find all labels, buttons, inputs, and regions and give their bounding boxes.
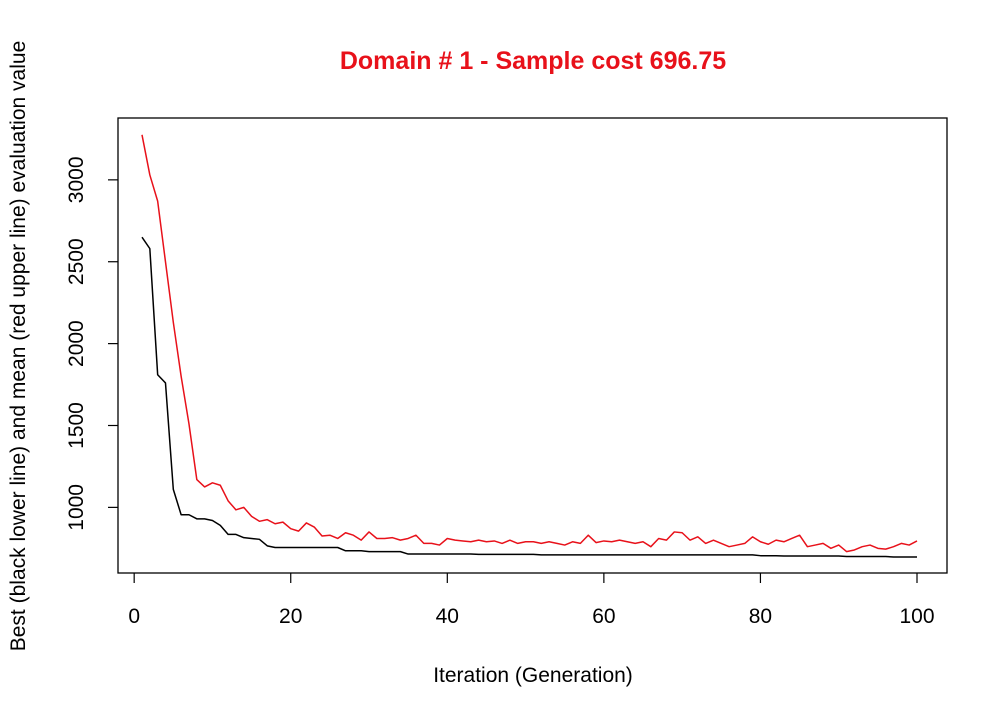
x-tick-label: 80 xyxy=(749,605,772,628)
chart-title: Domain # 1 - Sample cost 696.75 xyxy=(340,47,726,75)
best-series-line xyxy=(141,236,917,558)
x-tick-label: 60 xyxy=(592,605,615,628)
mean-series-line xyxy=(141,134,918,553)
x-tick-label: 40 xyxy=(436,605,459,628)
x-tick-label: 0 xyxy=(128,605,140,628)
x-tick-label: 20 xyxy=(279,605,302,628)
y-tick-label: 2500 xyxy=(65,238,88,285)
y-tick-label: 3000 xyxy=(65,156,88,203)
plot-frame xyxy=(117,117,948,574)
x-axis-label: Iteration (Generation) xyxy=(433,664,633,687)
y-axis: 1000 1500 2000 2500 3000 xyxy=(65,156,118,531)
series-layer xyxy=(141,134,918,558)
y-tick-label: 1000 xyxy=(65,484,88,531)
x-tick-label: 100 xyxy=(899,605,934,628)
y-tick-label: 1500 xyxy=(65,402,88,449)
x-axis: 0 20 40 60 80 100 xyxy=(128,573,935,628)
y-tick-label: 2000 xyxy=(65,320,88,367)
y-axis-label: Best (black lower line) and mean (red up… xyxy=(7,41,30,652)
